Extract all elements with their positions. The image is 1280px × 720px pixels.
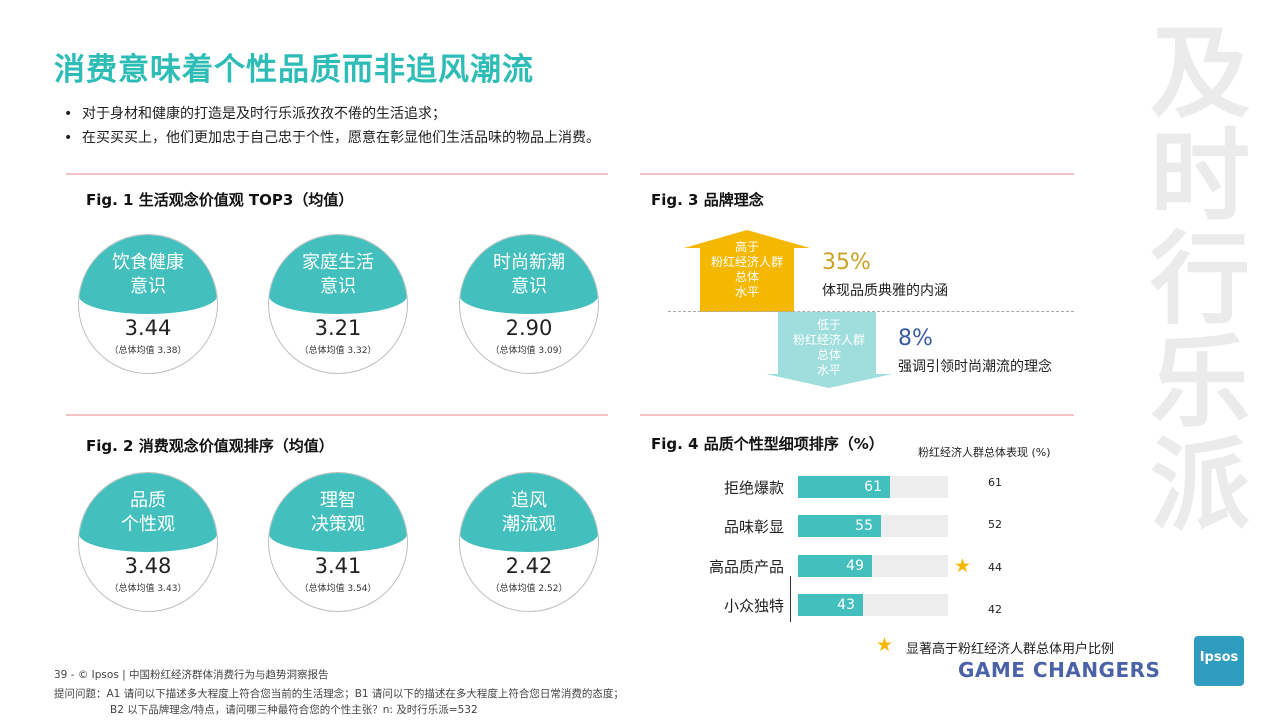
- circle-label: 饮食健康 意识: [79, 235, 217, 314]
- value-circle: 饮食健康 意识 3.44 （总体均值 3.38）: [78, 234, 218, 374]
- bar-category-label: 品味彰显: [723, 518, 784, 536]
- circle-value: 3.48: [124, 554, 172, 578]
- up-description: 体现品质典雅的内涵: [822, 283, 948, 299]
- circle-label: 时尚新潮 意识: [460, 235, 598, 314]
- circle-value: 3.44: [124, 316, 172, 340]
- value-circle: 理智 决策观 3.41 （总体均值 3.54）: [268, 472, 408, 612]
- bar: 43: [798, 594, 863, 616]
- overall-header: 粉红经济人群总体表现 (%): [918, 446, 1051, 459]
- down-arrow-label: 低于 粉红经济人群 总体 水平: [792, 318, 865, 377]
- value-circle: 时尚新潮 意识 2.90 （总体均值 3.09）: [459, 234, 599, 374]
- circle-average: （总体均值 3.43）: [109, 584, 187, 594]
- value-circle: 家庭生活 意识 3.21 （总体均值 3.32）: [268, 234, 408, 374]
- bar-track: 49: [798, 555, 948, 577]
- divider: [640, 414, 1074, 416]
- up-percent: 35%: [822, 250, 871, 275]
- bar: 55: [798, 515, 881, 537]
- fig1-title: Fig. 1 生活观念价值观 TOP3（均值）: [86, 191, 354, 209]
- legend-star-icon: ★: [876, 634, 894, 656]
- bar-category-label: 小众独特: [723, 597, 784, 615]
- circle-label: 家庭生活 意识: [269, 235, 407, 314]
- bar: 61: [798, 476, 890, 498]
- overall-value: 42: [988, 603, 1002, 616]
- value-circle: 品质 个性观 3.48 （总体均值 3.43）: [78, 472, 218, 612]
- dashed-divider: [668, 311, 1074, 312]
- bar-track: 55: [798, 515, 948, 537]
- divider: [640, 173, 1074, 175]
- side-watermark-title: 及时行乐派: [1150, 15, 1250, 544]
- circle-average: （总体均值 3.38）: [109, 346, 187, 356]
- footer-question-1: 提问问题：A1 请问以下描述多大程度上符合您当前的生活理念；B1 请问以下的描述…: [54, 688, 624, 700]
- down-description: 强调引领时尚潮流的理念: [898, 359, 1052, 375]
- axis-line: [790, 576, 791, 622]
- divider: [66, 173, 608, 175]
- up-arrow-label: 高于 粉红经济人群 总体 水平: [710, 240, 783, 299]
- bullet-item: • 在买买买上，他们更加忠于自己忠于个性，愿意在彰显他们生活品味的物品上消费。: [64, 130, 600, 146]
- circle-average: （总体均值 3.54）: [299, 584, 377, 594]
- fig4-title: Fig. 4 品质个性型细项排序（%）: [651, 435, 884, 453]
- star-icon: ★: [954, 555, 972, 577]
- circle-average: （总体均值 3.09）: [490, 346, 568, 356]
- circle-value: 2.90: [505, 316, 553, 340]
- bar-track: 43: [798, 594, 948, 616]
- footer-source: 39 - © Ipsos | 中国粉红经济群体消费行为与趋势洞察报告: [54, 669, 329, 681]
- circle-label: 理智 决策观: [269, 473, 407, 552]
- divider: [66, 414, 608, 416]
- circle-label: 品质 个性观: [79, 473, 217, 552]
- down-percent: 8%: [898, 326, 933, 351]
- down-arrow-icon: [766, 312, 892, 388]
- bar: 49: [798, 555, 872, 577]
- bar-category-label: 拒绝爆款: [723, 479, 784, 497]
- circle-average: （总体均值 2.52）: [490, 584, 568, 594]
- bullet-item: • 对于身材和健康的打造是及时行乐派孜孜不倦的生活追求；: [64, 106, 446, 122]
- bullet-list: • 对于身材和健康的打造是及时行乐派孜孜不倦的生活追求； • 在买买买上，他们更加忠…: [64, 102, 600, 150]
- overall-value: 52: [988, 518, 1002, 531]
- circle-value: 3.21: [314, 316, 362, 340]
- ipsos-logo: Ipsos: [1194, 636, 1244, 686]
- bar-track: 61: [798, 476, 948, 498]
- circle-label: 追风 潮流观: [460, 473, 598, 552]
- circle-value: 3.41: [314, 554, 362, 578]
- fig3-title: Fig. 3 品牌理念: [651, 191, 764, 209]
- bar-category-label: 高品质产品: [708, 558, 784, 576]
- circle-value: 2.42: [505, 554, 553, 578]
- value-circle: 追风 潮流观 2.42 （总体均值 2.52）: [459, 472, 599, 612]
- overall-value: 61: [988, 476, 1002, 489]
- up-arrow-icon: [684, 230, 810, 312]
- legend-text: 显著高于粉红经济人群总体用户比例: [906, 642, 1115, 657]
- fig2-title: Fig. 2 消费观念价值观排序（均值）: [86, 437, 334, 455]
- circle-average: （总体均值 3.32）: [299, 346, 377, 356]
- game-changers-logo: GAME CHANGERS: [958, 658, 1161, 682]
- page-title: 消费意味着个性品质而非追风潮流: [54, 52, 534, 88]
- footer-question-2: B2 以下品牌理念/特点，请问哪三种最符合您的个性主张？n: 及时行乐派=532: [110, 704, 478, 716]
- overall-value: 44: [988, 561, 1002, 574]
